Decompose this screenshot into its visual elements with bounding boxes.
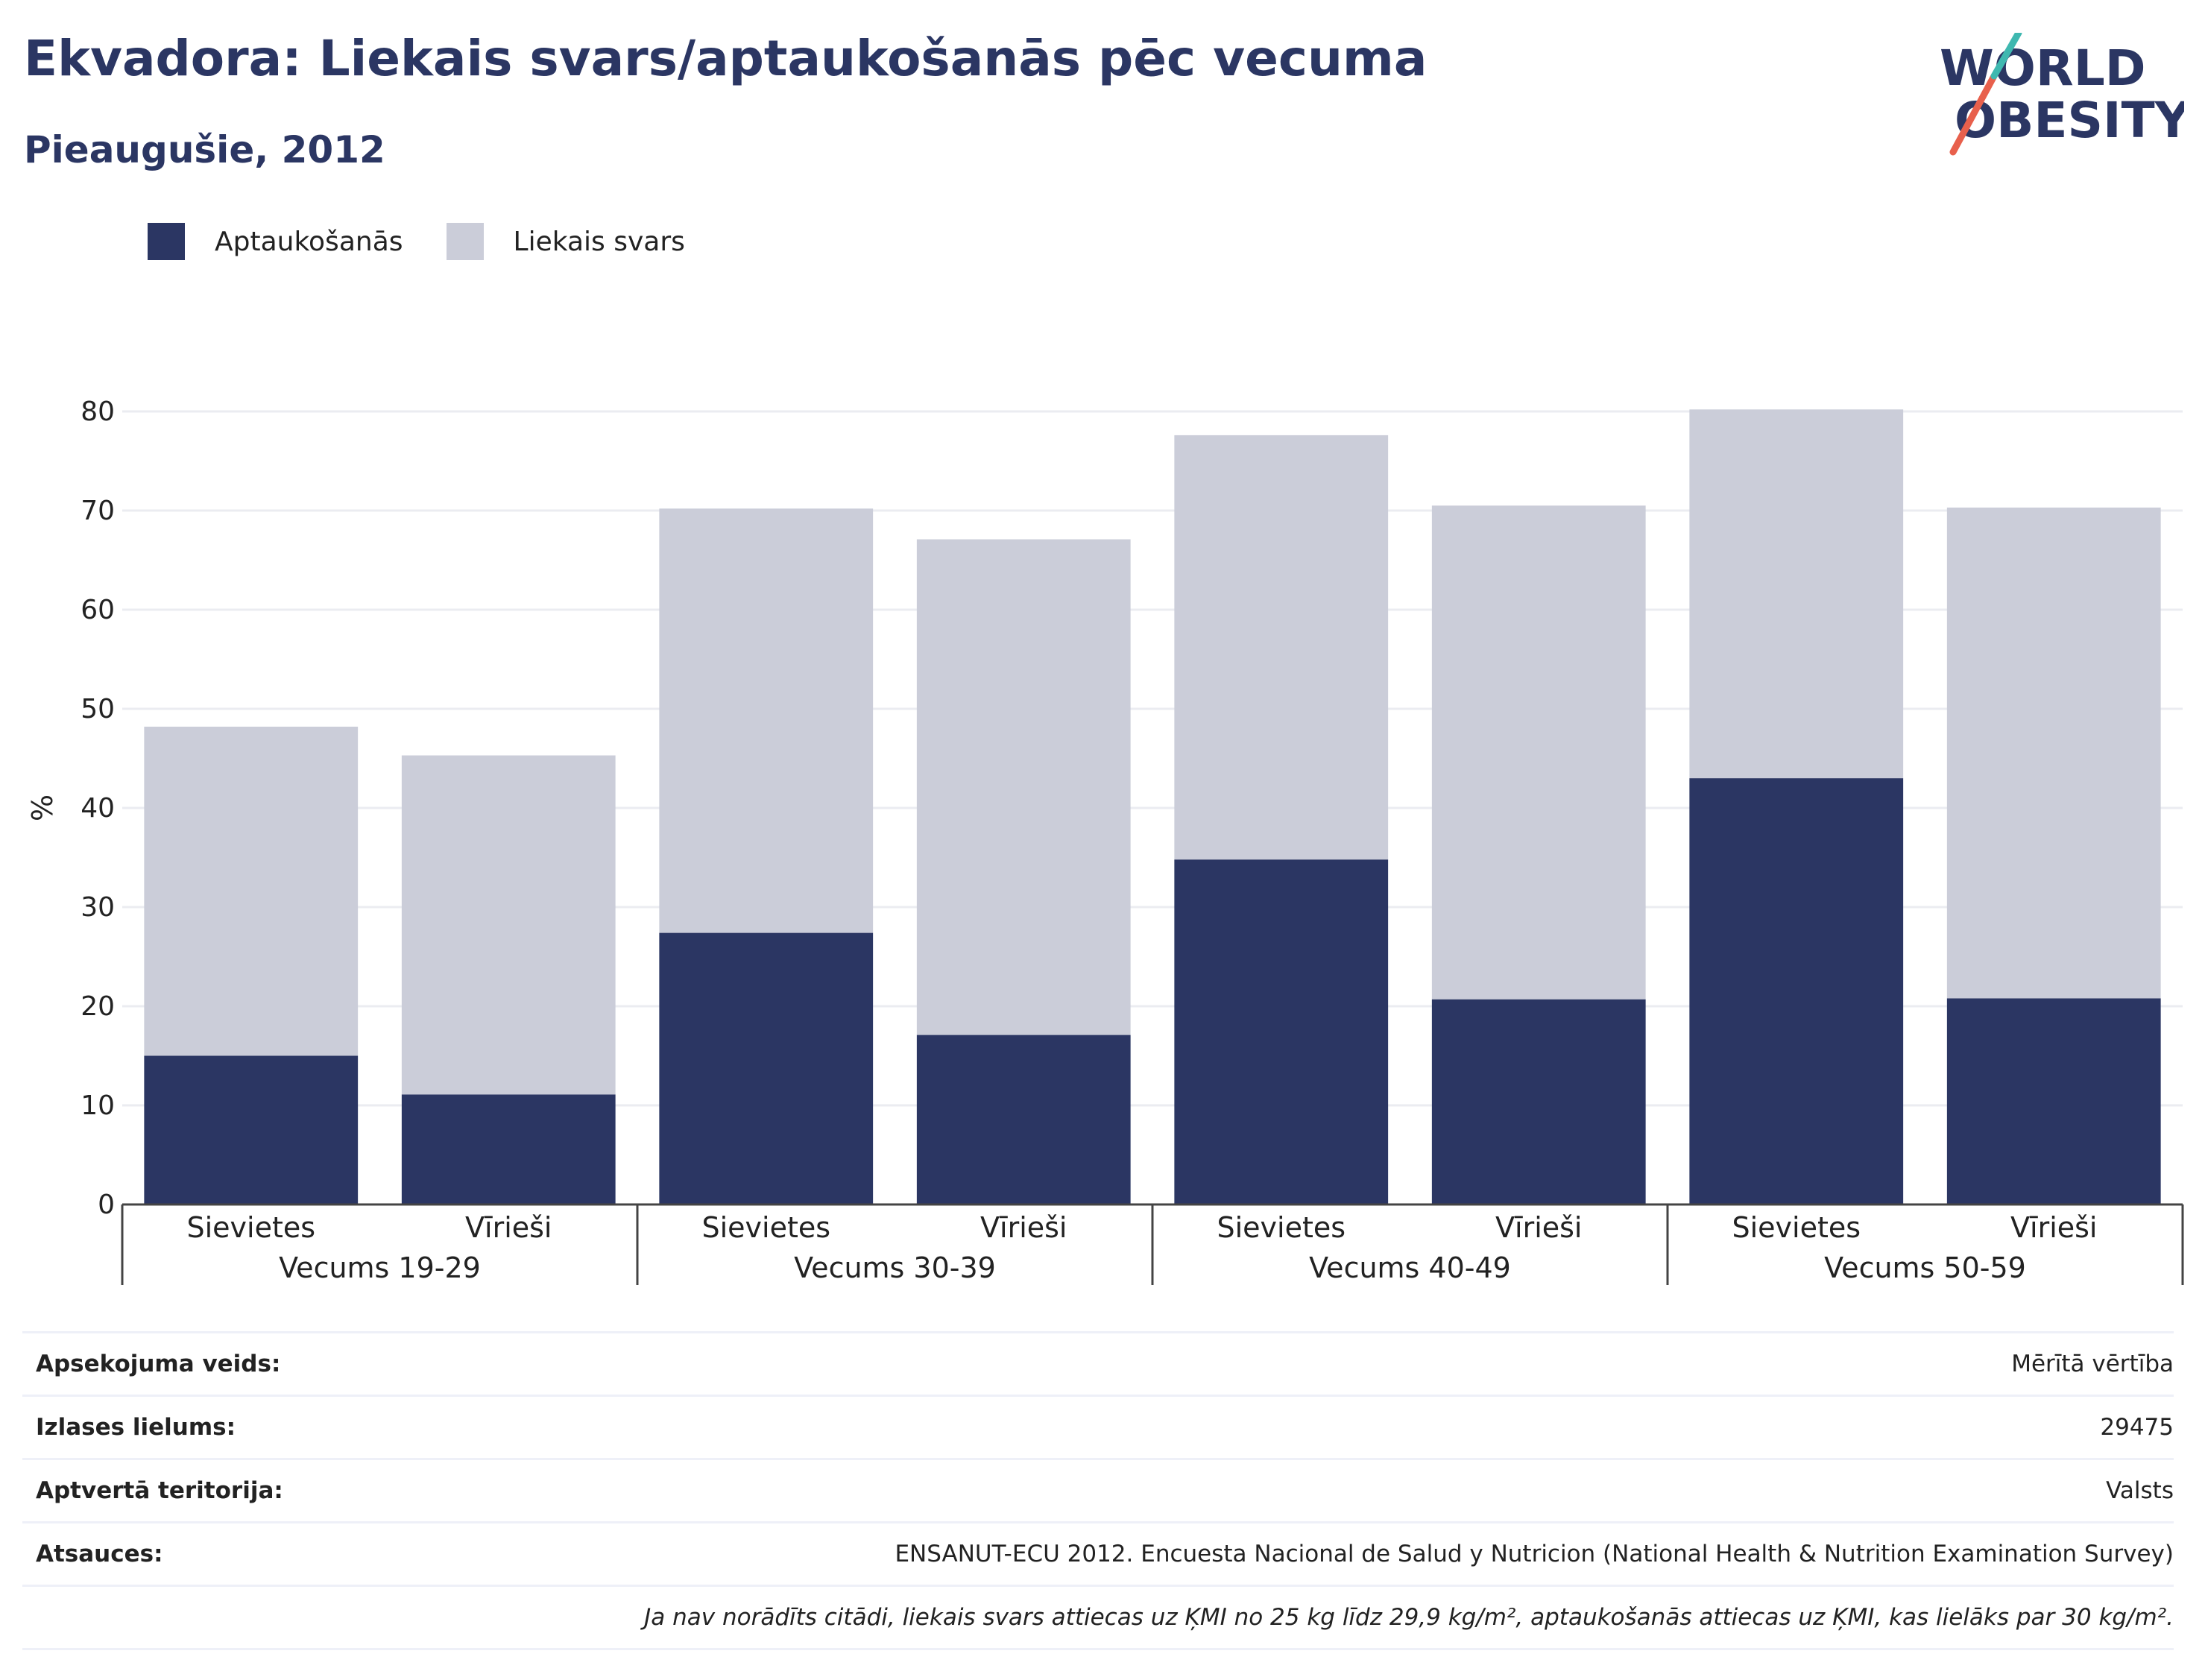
info-value: 29475 <box>2100 1414 2174 1441</box>
bar-overweight <box>401 755 616 1095</box>
world-obesity-logo: WORLD OBESITY <box>1940 33 2184 156</box>
y-tick-label: 30 <box>81 892 115 923</box>
group-label: Vecums 19-29 <box>279 1251 481 1284</box>
survey-info-table: Apsekojuma veids: Mērītā vērtība Izlases… <box>22 1331 2174 1650</box>
x-tick-label: Vīrieši <box>2010 1211 2097 1244</box>
logo-line1: WORLD <box>1940 40 2146 97</box>
legend-label-overweight: Liekais svars <box>513 226 685 257</box>
info-row: Aptvertā teritorija: Valsts <box>22 1458 2174 1521</box>
legend-swatch-overweight <box>446 223 484 260</box>
logo-slash-red <box>1949 72 1998 156</box>
bar-obesity <box>1946 998 2161 1204</box>
group-label: Vecums 50-59 <box>1824 1251 2026 1284</box>
chart-subtitle: Pieaugušie, 2012 <box>24 128 385 171</box>
bar-overweight <box>144 726 359 1056</box>
legend: Aptaukošanās Liekais svars <box>148 221 728 262</box>
info-value: ENSANUT-ECU 2012. Encuesta Nacional de S… <box>895 1541 2174 1567</box>
y-tick-label: 0 <box>98 1190 115 1220</box>
legend-item-obesity[interactable]: Aptaukošanās <box>148 223 403 260</box>
y-tick-label: 70 <box>81 496 115 526</box>
info-label: Apsekojuma veids: <box>36 1351 281 1377</box>
bar-overweight <box>916 539 1131 1035</box>
bar-obesity <box>401 1094 616 1204</box>
y-tick-label: 40 <box>81 793 115 824</box>
x-tick-label: Sievietes <box>186 1211 315 1244</box>
bar-overweight <box>659 508 874 933</box>
y-tick-label: 10 <box>81 1090 115 1121</box>
bar-obesity <box>144 1055 359 1204</box>
legend-item-overweight[interactable]: Liekais svars <box>446 223 685 260</box>
bar-obesity <box>1431 999 1646 1204</box>
bar-chart: 0 10 20 30 40 50 60 70 80% Sievietes Vīrieši Sievie… <box>26 397 2184 1285</box>
x-tick-label: Vīrieši <box>980 1211 1067 1244</box>
y-tick-label: 80 <box>81 397 115 427</box>
info-row: Apsekojuma veids: Mērītā vērtība <box>22 1331 2174 1395</box>
x-tick-label: Vīrieši <box>465 1211 552 1244</box>
y-tick-label: 50 <box>81 694 115 724</box>
logo-line2: OBESITY <box>1955 92 2184 149</box>
y-tick-label: 20 <box>81 991 115 1022</box>
logo-slash-teal <box>1990 33 2022 80</box>
info-label: Atsauces: <box>36 1541 163 1567</box>
y-axis-label: % <box>26 795 59 821</box>
x-tick-label: Vīrieši <box>1495 1211 1582 1244</box>
info-row: Atsauces: ENSANUT-ECU 2012. Encuesta Nac… <box>22 1521 2174 1585</box>
bar-obesity <box>1689 778 1904 1204</box>
bar-obesity <box>659 932 874 1204</box>
bar-obesity <box>916 1035 1131 1204</box>
bar-overweight <box>1174 435 1389 860</box>
x-tick-label: Sievietes <box>1732 1211 1861 1244</box>
group-label: Vecums 40-49 <box>1309 1251 1511 1284</box>
x-tick-label: Sievietes <box>1217 1211 1346 1244</box>
bar-overweight <box>1689 409 1904 779</box>
legend-label-obesity: Aptaukošanās <box>215 226 403 257</box>
y-tick-label: 60 <box>81 595 115 625</box>
group-label: Vecums 30-39 <box>794 1251 996 1284</box>
info-label: Izlases lielums: <box>36 1414 236 1441</box>
legend-swatch-obesity <box>148 223 185 260</box>
info-row: Izlases lielums: 29475 <box>22 1395 2174 1458</box>
info-value: Valsts <box>2106 1477 2174 1504</box>
definition-note: Ja nav norādīts citādi, liekais svars at… <box>22 1585 2174 1650</box>
chart-title: Ekvadora: Liekais svars/aptaukošanās pēc… <box>24 30 1428 87</box>
x-tick-label: Sievietes <box>701 1211 830 1244</box>
info-label: Aptvertā teritorija: <box>36 1477 283 1504</box>
info-value: Mērītā vērtība <box>2011 1351 2174 1377</box>
bar-overweight <box>1946 508 2161 999</box>
bar-obesity <box>1174 859 1389 1204</box>
bar-overweight <box>1431 505 1646 1000</box>
